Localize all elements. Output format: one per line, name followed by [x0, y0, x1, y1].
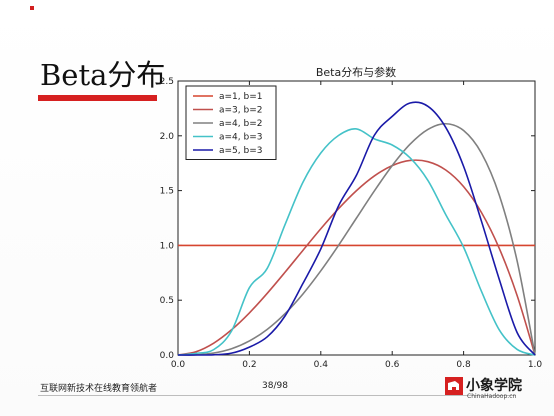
logo: 小象学院 ChinaHadoop.cn — [445, 375, 530, 405]
series-line-4 — [177, 101, 536, 356]
series-line-2 — [177, 122, 536, 356]
y-tick-label: 2.0 — [160, 132, 175, 142]
x-tick-label: 0.4 — [314, 360, 329, 370]
page-number: 38/98 — [262, 381, 288, 391]
logo-url: ChinaHadoop.cn — [467, 393, 517, 400]
x-tick-label: 0.0 — [171, 360, 186, 370]
legend-label: a=4, b=2 — [219, 119, 262, 129]
legend-box — [185, 85, 277, 160]
legend-label: a=4, b=3 — [219, 133, 262, 143]
chart-title: Beta分布与参数 — [316, 65, 396, 79]
title-underline-bar — [38, 95, 157, 101]
slide-title: Beta分布 — [40, 58, 166, 92]
legend-label: a=3, b=2 — [219, 106, 262, 116]
y-tick-label: 0.5 — [160, 296, 174, 306]
footer-tagline: 互联网新技术在线教育领航者 — [40, 384, 158, 394]
legend: a=1, b=1 a=3, b=2 a=4, b=2 a=4, b=3 a=5, b=3 — [185, 85, 277, 160]
series-line-3 — [177, 128, 536, 356]
y-tick-label: 1.5 — [160, 187, 174, 197]
logo-elephant-icon — [445, 377, 463, 395]
legend-label: a=5, b=3 — [219, 146, 262, 156]
corner-marker — [30, 6, 34, 10]
y-tick-label: 1.0 — [160, 241, 175, 251]
legend-label: a=1, b=1 — [219, 92, 262, 102]
x-tick-label: 0.8 — [456, 360, 471, 370]
x-tick-label: 0.6 — [385, 360, 400, 370]
y-tick-label: 0.0 — [160, 351, 175, 361]
x-tick-label: 1.0 — [528, 360, 543, 370]
x-tick-label: 0.2 — [242, 360, 256, 370]
logo-name: 小象学院 — [466, 378, 522, 394]
series-lines — [177, 101, 536, 356]
footer-divider — [38, 395, 516, 396]
beta-distribution-chart: Beta分布与参数 0.0 0.2 0.4 0.6 0.8 1.0 0.0 0.5 1.0 1.5… — [160, 65, 543, 370]
y-tick-label: 2.5 — [160, 77, 174, 87]
